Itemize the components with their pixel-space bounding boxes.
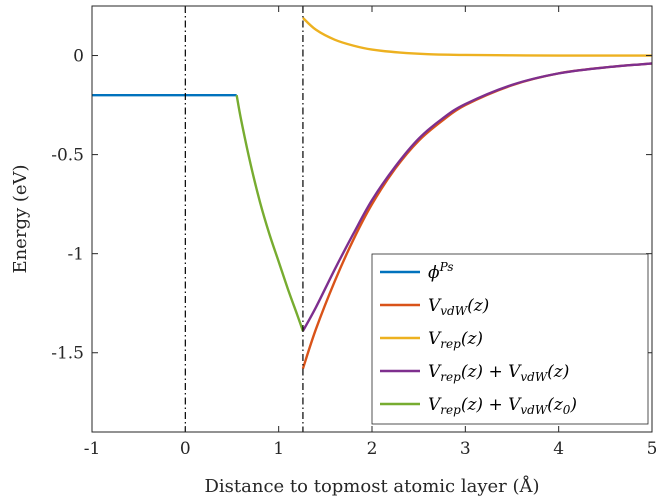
x-tick-label: 1: [273, 439, 284, 459]
x-tick-label: 5: [647, 439, 656, 459]
reference-lines: [184, 6, 304, 432]
legend-swatches: [380, 270, 420, 406]
y-tick-label: -1.5: [51, 344, 84, 364]
series-line-2: [302, 17, 653, 57]
x-tick-label: 3: [460, 439, 471, 459]
series-line-3: [301, 62, 653, 332]
y-tick-label: 0: [73, 47, 84, 67]
tick-labels: -1 0 1 2 3 4 5 0 -0.5 -1 -1.5: [51, 47, 656, 459]
y-axis-label: Energy (eV): [10, 164, 31, 273]
x-tick-label: -1: [84, 439, 101, 459]
legend-label-rep-plus-vdw: Vrep​(z) + VvdW​(z): [428, 362, 569, 384]
x-tick-label: 0: [180, 439, 191, 459]
legend-labels: ϕPs​ VvdW​(z) Vrep​(z) Vrep​(z) + VvdW​(…: [428, 260, 577, 417]
legend: ϕPs​ VvdW​(z) Vrep​(z) Vrep​(z) + VvdW​(…: [371, 253, 649, 425]
legend-label-phi-ps: ϕPs​: [428, 260, 454, 283]
x-tick-label: 2: [367, 439, 378, 459]
legend-label-vdw: VvdW​(z): [428, 296, 489, 318]
y-tick-label: -1: [67, 245, 84, 265]
y-tick-label: -0.5: [51, 146, 84, 166]
series-line-4: [235, 94, 305, 332]
legend-label-rep-plus-vdw-z0: Vrep​(z) + VvdW​(z0​): [428, 395, 577, 417]
ticks: [91, 6, 653, 432]
x-tick-label: 4: [553, 439, 564, 459]
x-axis-label: Distance to topmost atomic layer (Å): [204, 475, 539, 497]
legend-label-rep: Vrep​(z): [428, 329, 483, 351]
plot-lines: [92, 17, 653, 369]
